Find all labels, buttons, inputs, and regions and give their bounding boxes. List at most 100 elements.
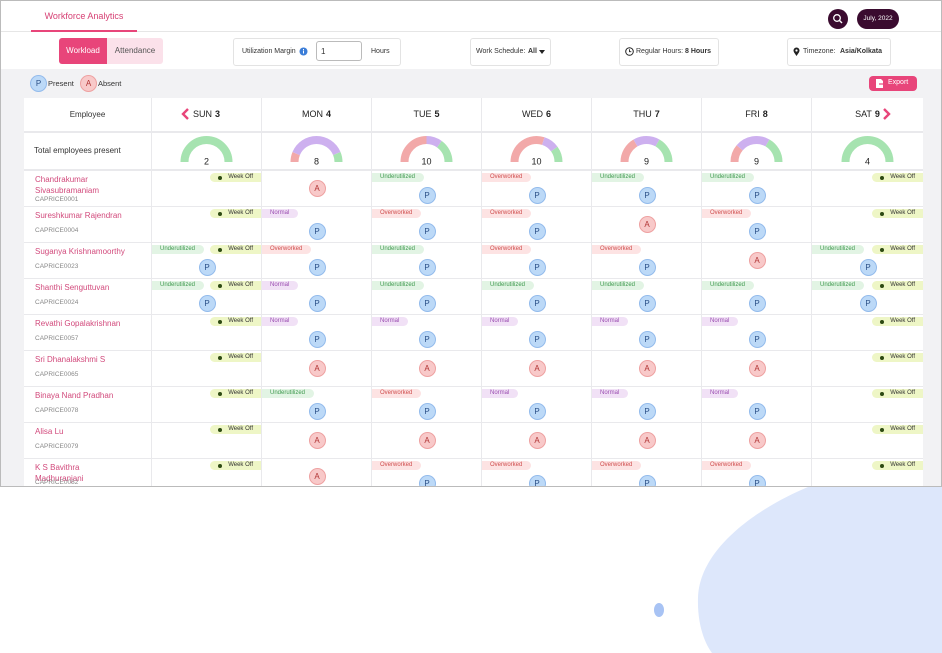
- day-cell: Underutilized P: [372, 243, 481, 278]
- day-name: FRI: [745, 109, 760, 119]
- load-tag: Underutilized: [262, 389, 315, 398]
- employee-name[interactable]: Binaya Nand Pradhan: [35, 391, 114, 400]
- employee-name[interactable]: Suganya Krishnamoorthy: [35, 247, 125, 256]
- tab[interactable]: Workforce Analytics: [31, 9, 137, 32]
- status-badge: P: [859, 295, 877, 312]
- day-date: 7: [654, 109, 660, 119]
- load-tag: Overworked: [262, 245, 312, 254]
- status-badge: P: [638, 475, 656, 486]
- present-count: 9: [754, 156, 759, 166]
- dot: [218, 247, 223, 252]
- search-button[interactable]: [828, 9, 848, 29]
- gauge-segment: [180, 136, 233, 163]
- employee-name[interactable]: Shanthi Senguttuvan: [35, 283, 110, 292]
- day-cell: A: [702, 243, 811, 278]
- day-cell: A: [262, 171, 371, 206]
- day-date: 5: [434, 109, 440, 119]
- week-off-tag: Week Off: [872, 461, 923, 470]
- week-off-tag: Week Off: [872, 173, 923, 182]
- load-tag: Overworked: [592, 461, 642, 470]
- load-tag: Overworked: [482, 209, 532, 218]
- status-badge: P: [748, 295, 766, 312]
- day-cell: Week Off: [812, 207, 923, 242]
- dot: [218, 391, 223, 396]
- tag-text: Week Off: [890, 390, 915, 396]
- load-tag: Normal: [592, 317, 629, 326]
- employee-cell: Alisa Lu CAPRICE0079: [24, 423, 151, 458]
- timezone-box[interactable]: Timezone: Asia/Kolkata: [787, 38, 891, 66]
- load-tag: Underutilized: [152, 245, 205, 254]
- dot: [218, 211, 223, 216]
- gauge-cell: 4: [812, 133, 923, 169]
- day-cell: Week Off: [152, 171, 261, 206]
- prev-arrow[interactable]: [180, 108, 190, 120]
- load-tag: Overworked: [702, 461, 752, 470]
- day-cell: Week Off: [812, 423, 923, 458]
- dot: [880, 319, 885, 324]
- schedule-box[interactable]: Work Schedule: All: [470, 38, 551, 66]
- load-tag: Normal: [372, 317, 409, 326]
- week-off-tag: Week Off: [210, 425, 261, 434]
- day-cell: Overworked P: [482, 171, 591, 206]
- export-button[interactable]: Export: [869, 76, 917, 91]
- employee-name[interactable]: Sureshkumar Rajendran: [35, 211, 122, 220]
- tag-text: Week Off: [890, 282, 915, 288]
- app-window: Workforce Analytics July, 2022 Workload …: [0, 0, 942, 487]
- employee-cell: Chandrakumar Sivasubramaniam CAPRICE0001: [24, 171, 151, 206]
- chevron: [883, 108, 891, 120]
- employee-name[interactable]: K S Bavithra Madhuranjani: [35, 463, 84, 483]
- view-toggle[interactable]: Workload: [59, 38, 107, 64]
- status-badge: A: [308, 468, 326, 485]
- dot: [218, 283, 223, 288]
- margin-input[interactable]: 1: [316, 41, 362, 61]
- gauge-segment: [620, 139, 638, 163]
- status-badge: P: [418, 223, 436, 240]
- hours-box: Regular Hours: 8 Hours: [619, 38, 719, 66]
- day-cell: Overworked P: [592, 243, 701, 278]
- view-toggle[interactable]: Attendance: [107, 38, 163, 64]
- day-cell: Normal P: [482, 387, 591, 422]
- next-arrow[interactable]: [882, 108, 892, 120]
- employee-id: CAPRICE0082: [35, 479, 79, 486]
- load-tag: Overworked: [482, 245, 532, 254]
- gauge-segment: [510, 136, 545, 163]
- export-icon: [876, 79, 884, 88]
- month-picker[interactable]: July, 2022: [857, 9, 899, 29]
- gauge-cell: 9: [592, 133, 701, 169]
- dot: [880, 175, 885, 180]
- employee-id: CAPRICE0024: [35, 299, 79, 306]
- gauge-segment: [736, 136, 770, 151]
- day-cell: Week Off: [152, 387, 261, 422]
- status-badge: P: [859, 259, 877, 276]
- day-cell: Week Off: [812, 459, 923, 486]
- tag-text: Week Off: [228, 174, 253, 180]
- day-cell: Normal P: [702, 387, 811, 422]
- employee-id: CAPRICE0065: [35, 371, 79, 378]
- day-header: THU 7: [592, 98, 701, 131]
- load-tag: Normal: [482, 389, 519, 398]
- search-icon: [833, 14, 843, 24]
- gauge-cell: 10: [372, 133, 481, 169]
- status-badge: P: [418, 403, 436, 420]
- info-icon[interactable]: [299, 47, 308, 56]
- employee-name[interactable]: Revathi Gopalakrishnan: [35, 319, 121, 328]
- status-badge: P: [528, 403, 546, 420]
- load-tag: Overworked: [372, 389, 422, 398]
- day-header: TUE 5: [372, 98, 481, 131]
- week-off-tag: Week Off: [872, 425, 923, 434]
- status-badge: P: [308, 295, 326, 312]
- day-cell: Week Off: [812, 387, 923, 422]
- day-cell: A: [372, 351, 481, 386]
- status-badge: A: [638, 360, 656, 377]
- status-badge: A: [308, 180, 326, 197]
- day-cell: A: [702, 423, 811, 458]
- employee-name[interactable]: Chandrakumar Sivasubramaniam: [35, 175, 100, 195]
- gauge: 2: [180, 136, 233, 166]
- employee-name[interactable]: Alisa Lu: [35, 427, 64, 436]
- load-tag: Underutilized: [592, 281, 645, 290]
- employee-name[interactable]: Sri Dhanalakshmi S: [35, 355, 106, 364]
- dot: [880, 391, 885, 396]
- day-cell: A: [702, 351, 811, 386]
- day-cell: Underutilized P: [482, 279, 591, 314]
- load-tag: Normal: [482, 317, 519, 326]
